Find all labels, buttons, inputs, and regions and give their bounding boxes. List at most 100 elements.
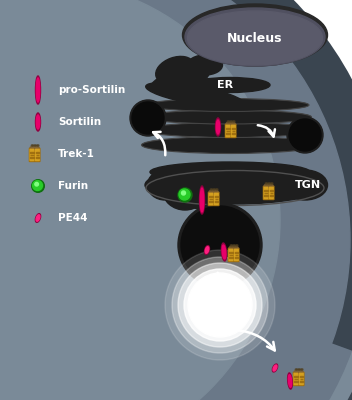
FancyBboxPatch shape [232,125,235,136]
Bar [215,201,218,202]
Text: Furin: Furin [58,181,88,191]
Text: PE44: PE44 [58,213,88,223]
Ellipse shape [163,170,207,210]
Circle shape [178,188,192,202]
Bar [36,157,39,158]
Ellipse shape [265,183,268,184]
Bar [235,257,238,258]
Ellipse shape [288,375,292,387]
Bar [230,257,233,258]
Ellipse shape [185,8,325,66]
Bar [235,254,238,255]
Bar [294,381,297,382]
Ellipse shape [215,118,220,136]
Bar [215,198,218,199]
FancyBboxPatch shape [30,149,34,160]
Bar [270,195,273,196]
FancyBboxPatch shape [209,193,213,204]
Ellipse shape [37,145,39,146]
Circle shape [184,269,256,341]
Ellipse shape [151,68,209,92]
Ellipse shape [273,365,277,371]
Ellipse shape [294,370,303,374]
Bar [230,254,233,255]
Ellipse shape [36,115,40,129]
Ellipse shape [148,100,308,110]
Circle shape [32,180,44,192]
Ellipse shape [210,189,213,190]
Ellipse shape [227,121,230,122]
Ellipse shape [36,76,40,104]
Ellipse shape [34,145,36,146]
Bar [264,192,268,193]
Ellipse shape [188,11,322,65]
FancyBboxPatch shape [300,373,303,384]
FancyBboxPatch shape [234,248,239,262]
Ellipse shape [205,247,209,253]
FancyBboxPatch shape [269,186,274,200]
Circle shape [35,182,38,186]
Ellipse shape [213,189,215,190]
Ellipse shape [200,188,204,212]
FancyBboxPatch shape [231,124,236,138]
FancyBboxPatch shape [208,192,214,206]
Bar [300,378,303,379]
Ellipse shape [295,369,297,370]
Ellipse shape [150,162,310,182]
Circle shape [165,250,275,360]
Bar [300,381,303,382]
Ellipse shape [36,214,40,222]
Ellipse shape [147,170,182,200]
Circle shape [178,203,262,287]
FancyBboxPatch shape [234,249,238,260]
FancyBboxPatch shape [35,148,40,162]
Ellipse shape [216,189,218,190]
Ellipse shape [221,243,227,261]
Ellipse shape [205,246,209,254]
Circle shape [182,191,186,195]
Bar [30,154,33,155]
Text: Nucleus: Nucleus [227,32,283,44]
Ellipse shape [222,245,226,259]
Circle shape [181,206,259,284]
Bar [209,201,213,202]
Ellipse shape [145,166,325,204]
Circle shape [289,119,321,151]
FancyBboxPatch shape [299,372,304,386]
Bar [209,198,213,199]
Ellipse shape [298,369,300,370]
Ellipse shape [229,246,238,250]
Ellipse shape [30,146,39,150]
Bar [232,130,235,131]
Bar [294,378,297,379]
FancyBboxPatch shape [228,248,233,262]
FancyBboxPatch shape [226,125,230,136]
FancyBboxPatch shape [36,149,39,160]
Bar [36,154,39,155]
Bar [264,195,268,196]
Ellipse shape [185,181,215,209]
Text: Sortilin: Sortilin [58,117,101,127]
Bar [232,133,235,134]
Circle shape [132,102,164,134]
FancyBboxPatch shape [214,193,218,204]
Ellipse shape [233,245,235,246]
Ellipse shape [145,124,315,136]
Ellipse shape [209,190,218,194]
Wedge shape [50,0,352,356]
Ellipse shape [182,4,327,66]
Ellipse shape [268,183,270,184]
FancyBboxPatch shape [294,373,298,384]
Ellipse shape [31,145,33,146]
Text: Trek-1: Trek-1 [58,149,95,159]
Ellipse shape [36,215,40,221]
FancyBboxPatch shape [214,192,219,206]
Circle shape [188,273,252,337]
Text: TGN: TGN [295,180,321,190]
Circle shape [178,263,262,347]
Ellipse shape [146,82,244,108]
Ellipse shape [230,121,232,122]
Text: pro-Sortilin: pro-Sortilin [58,85,125,95]
FancyBboxPatch shape [270,187,273,198]
FancyBboxPatch shape [225,124,231,138]
